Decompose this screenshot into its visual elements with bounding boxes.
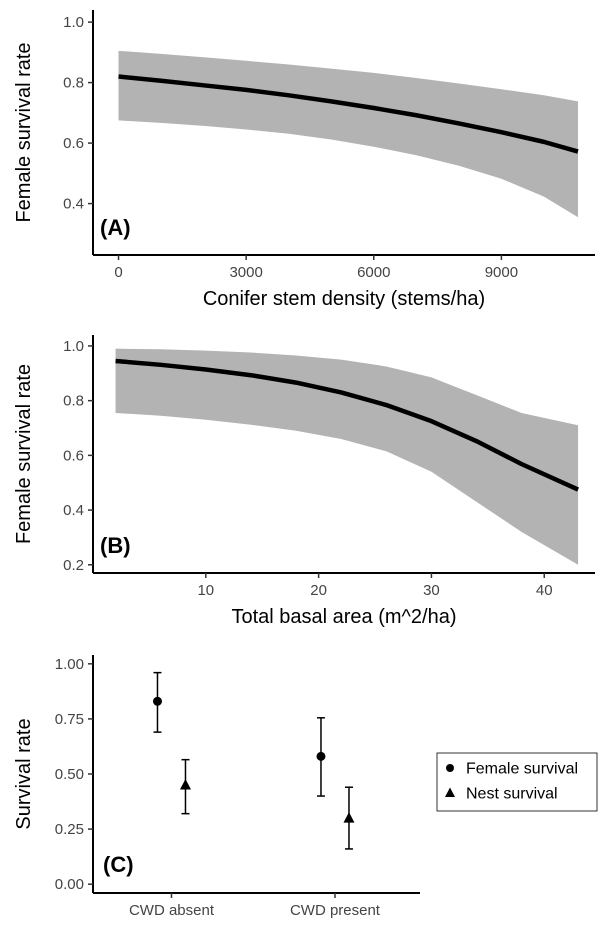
panel-b: 0.2 0.4 0.6 0.8 1.0 10 20 30 40 Female survival r…	[13, 335, 595, 628]
y-tick-label: 0.75	[55, 711, 84, 728]
fitted-line	[118, 74, 579, 154]
x-tick-label: CWD present	[290, 902, 381, 919]
point-nest-survival	[343, 812, 355, 823]
x-tick-label: 30	[423, 582, 440, 599]
y-tick-label: 0.4	[63, 196, 84, 213]
y-tick-label: 0.6	[63, 135, 84, 152]
y-tick-label: 1.0	[63, 14, 84, 31]
legend-box	[436, 752, 598, 812]
legend-key-circle	[446, 764, 454, 772]
y-axis-title: Female survival rate	[13, 42, 35, 222]
y-axis-title: Female survival rate	[13, 364, 35, 544]
y-tick-label: 0.2	[63, 557, 84, 574]
x-tick-label: 20	[310, 582, 327, 599]
y-tick-label: 0.25	[55, 821, 84, 838]
legend-key-triangle	[445, 787, 455, 797]
point-nest-survival	[179, 779, 191, 790]
y-tick-label: 0.8	[63, 75, 84, 92]
fitted-line	[115, 358, 580, 492]
point-female-survival	[316, 751, 326, 761]
y-tick-label: 0.6	[63, 447, 84, 464]
x-tick-label: 0	[114, 264, 122, 281]
x-tick-label: 40	[536, 582, 553, 599]
legend-label: Female survival	[466, 761, 578, 778]
x-tick-label: 9000	[485, 264, 518, 281]
panel-c: Female survival Nest survival 0.00 0.25 0.50…	[13, 655, 598, 919]
x-axis-title: Total basal area (m^2/ha)	[231, 606, 456, 628]
panel-a: 0.4 0.6 0.8 1.0 0 3000 6000 9000 Female survival…	[13, 10, 595, 310]
y-tick-label: 0.8	[63, 393, 84, 410]
y-tick-label: 1.00	[55, 656, 84, 673]
legend: Female survival Nest survival	[436, 752, 598, 812]
y-axis-title: Survival rate	[13, 718, 35, 829]
point-female-survival	[152, 696, 162, 706]
x-tick-label: CWD absent	[129, 902, 215, 919]
legend-label: Nest survival	[466, 786, 558, 803]
confidence-ribbon	[115, 348, 579, 565]
x-tick-label: 10	[197, 582, 214, 599]
y-tick-label: 0.50	[55, 766, 84, 783]
y-tick-label: 1.0	[63, 338, 84, 355]
x-tick-label: 3000	[229, 264, 262, 281]
x-tick-label: 6000	[357, 264, 390, 281]
confidence-ribbon	[118, 50, 578, 218]
y-tick-label: 0.00	[55, 876, 84, 893]
panel-label: (C)	[103, 852, 134, 877]
y-tick-label: 0.4	[63, 502, 84, 519]
panel-label: (B)	[100, 533, 131, 558]
panel-label: (A)	[100, 215, 131, 240]
x-axis-title: Conifer stem density (stems/ha)	[203, 288, 485, 310]
